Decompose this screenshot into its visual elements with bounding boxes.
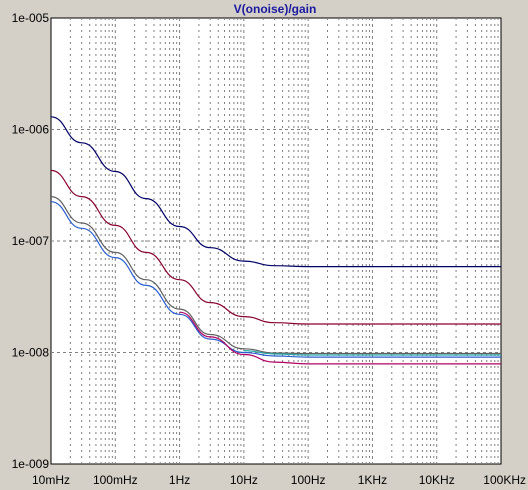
series-line-4 [50,201,501,358]
x-tick-label: 1KHz [358,473,387,487]
series-layer [50,116,501,365]
y-axis-ticks: 1e-009 1e-008 1e-007 1e-006 1e-005 [12,11,50,471]
y-tick-label: 1e-007 [12,234,50,248]
series-line-5 [243,350,501,356]
x-tick-label: 1Hz [169,473,190,487]
series-line-1 [50,116,501,268]
x-tick-label: 10Hz [230,473,258,487]
series-line-3 [50,196,501,355]
x-tick-label: 100mHz [93,473,138,487]
x-tick-label: 100Hz [291,473,326,487]
series-line-2 [50,169,501,325]
chart-title: V(onoise)/gain [234,2,317,16]
y-tick-label: 1e-009 [12,457,50,471]
y-tick-label: 1e-006 [12,123,50,137]
x-tick-label: 10KHz [419,473,455,487]
y-tick-label: 1e-005 [12,11,50,25]
grid [51,18,501,464]
y-tick-label: 1e-008 [12,346,50,360]
x-tick-label: 10mHz [32,473,70,487]
x-axis-ticks: 10mHz 100mHz 1Hz 10Hz 100Hz 1KHz 10KHz 100KHz [32,473,526,487]
series-line-6 [179,311,501,365]
x-tick-label: 100KHz [483,473,526,487]
